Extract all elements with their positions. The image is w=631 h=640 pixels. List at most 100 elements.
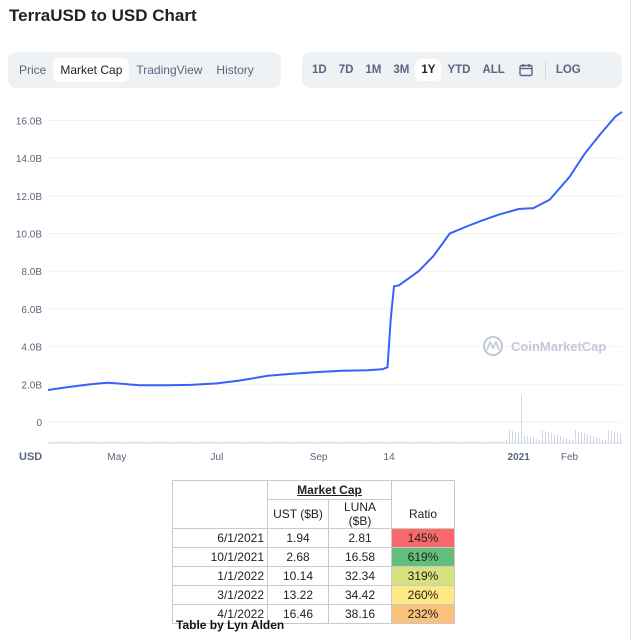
- volume-bar: [581, 432, 582, 443]
- volume-bar: [587, 434, 588, 443]
- range-all[interactable]: ALL: [482, 64, 505, 76]
- volume-bar: [596, 437, 597, 443]
- row-ratio-value: 260%: [391, 585, 455, 605]
- volume-bar: [518, 433, 519, 443]
- log-toggle[interactable]: LOG: [555, 64, 581, 76]
- column-header-ust: UST ($B): [267, 499, 329, 529]
- volume-bar: [254, 441, 255, 443]
- volume-bar: [290, 441, 291, 443]
- volume-bar: [68, 441, 69, 443]
- volume-bar: [143, 441, 144, 443]
- volume-bar: [458, 441, 459, 443]
- volume-bar: [221, 441, 222, 443]
- volume-bar: [224, 441, 225, 443]
- range-3m[interactable]: 3M: [393, 64, 410, 76]
- range-ytd[interactable]: YTD: [447, 64, 471, 76]
- tab-history[interactable]: History: [216, 63, 254, 77]
- volume-bar: [536, 439, 537, 443]
- volume-bar: [608, 430, 609, 443]
- volume-bar: [416, 441, 417, 443]
- volume-bar: [383, 441, 384, 443]
- volume-bar: [317, 441, 318, 443]
- volume-bar: [368, 441, 369, 443]
- volume-bar: [584, 433, 585, 443]
- volume-bar: [434, 441, 435, 443]
- volume-bar: [86, 441, 87, 443]
- volume-bar: [509, 430, 510, 443]
- range-7d[interactable]: 7D: [338, 64, 354, 76]
- table-column-header: UST ($B) LUNA ($B) Ratio: [172, 499, 455, 529]
- volume-bar: [470, 441, 471, 443]
- volume-bar: [71, 441, 72, 443]
- y-tick-label: 14.0B: [16, 154, 42, 165]
- volume-bar: [491, 441, 492, 443]
- range-1y[interactable]: 1Y: [415, 59, 442, 81]
- volume-bar: [500, 441, 501, 443]
- range-1d[interactable]: 1D: [312, 64, 327, 76]
- volume-bar: [515, 432, 516, 443]
- volume-bar: [485, 441, 486, 443]
- row-ust-value: 2.68: [267, 547, 329, 567]
- volume-bar: [542, 430, 543, 443]
- calendar-button[interactable]: [511, 59, 541, 81]
- volume-bar: [272, 441, 273, 443]
- table-row: 6/1/2021 1.94 2.81 145%: [172, 528, 455, 548]
- volume-bar: [164, 441, 165, 443]
- volume-bar: [113, 441, 114, 443]
- y-tick-label: 10.0B: [16, 230, 42, 241]
- volume-bar: [305, 441, 306, 443]
- y-tick-label: 8.0B: [21, 267, 42, 278]
- tab-tradingview[interactable]: TradingView: [136, 63, 203, 77]
- y-tick-label: 12.0B: [16, 192, 42, 203]
- volume-bar: [548, 432, 549, 443]
- volume-bar: [128, 441, 129, 443]
- volume-bar: [56, 441, 57, 443]
- volume-bar: [188, 441, 189, 443]
- volume-bar: [401, 441, 402, 443]
- volume-bar: [398, 441, 399, 443]
- volume-bar: [569, 439, 570, 443]
- volume-bar: [362, 441, 363, 443]
- volume-bar: [419, 441, 420, 443]
- volume-bar: [557, 435, 558, 443]
- volume-bar: [98, 441, 99, 443]
- volume-bar: [488, 441, 489, 443]
- volume-bar: [356, 441, 357, 443]
- tab-market-cap[interactable]: Market Cap: [53, 58, 130, 82]
- tab-price[interactable]: Price: [19, 63, 47, 77]
- volume-bar: [323, 441, 324, 443]
- volume-bar: [233, 441, 234, 443]
- volume-bar: [152, 441, 153, 443]
- volume-bar: [428, 441, 429, 443]
- x-tick-label: Sep: [310, 452, 328, 463]
- volume-bar: [527, 436, 528, 443]
- volume-bar: [560, 436, 561, 443]
- volume-bar: [176, 441, 177, 443]
- x-tick-label: 14: [384, 452, 396, 463]
- volume-bar: [260, 441, 261, 443]
- volume-bar: [512, 431, 513, 443]
- volume-bar: [269, 441, 270, 443]
- range-1m[interactable]: 1M: [365, 64, 382, 76]
- volume-bar: [593, 436, 594, 443]
- volume-bar: [467, 441, 468, 443]
- volume-bar: [53, 441, 54, 443]
- volume-bar: [278, 441, 279, 443]
- currency-label: USD: [19, 451, 42, 463]
- x-tick-label: 2021: [508, 452, 531, 463]
- volume-bar: [158, 441, 159, 443]
- volume-bar: [320, 441, 321, 443]
- volume-bar: [476, 441, 477, 443]
- volume-bar: [77, 441, 78, 443]
- volume-bar: [455, 441, 456, 443]
- volume-bar: [443, 441, 444, 443]
- volume-bar: [521, 395, 522, 443]
- y-tick-label: 2.0B: [21, 380, 42, 391]
- volume-bar: [377, 441, 378, 443]
- group-header: Market Cap: [267, 480, 392, 500]
- row-luna-value: 34.42: [328, 585, 392, 605]
- volume-bar: [230, 441, 231, 443]
- volume-bar: [287, 441, 288, 443]
- volume-bar: [611, 431, 612, 443]
- volume-bar: [209, 441, 210, 443]
